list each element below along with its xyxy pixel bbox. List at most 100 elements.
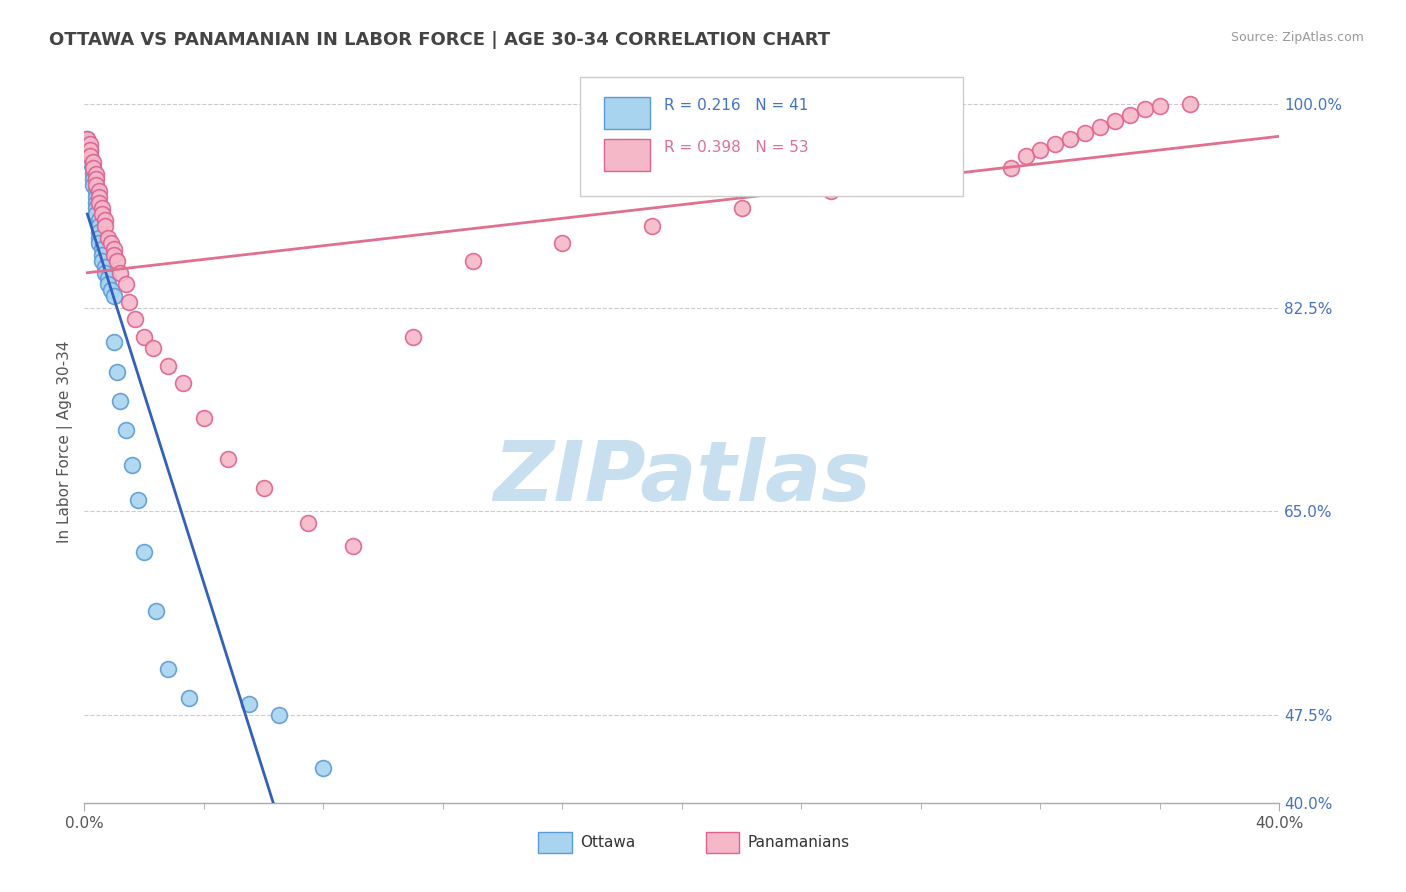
Text: Panamanians: Panamanians <box>748 835 849 850</box>
Point <box>82 178 104 193</box>
Point <box>297 516 319 530</box>
Point <box>94 219 117 233</box>
Point <box>91 202 114 216</box>
Y-axis label: In Labor Force | Age 30-34: In Labor Force | Age 30-34 <box>58 340 73 543</box>
Point <box>79 149 101 163</box>
Point <box>402 329 425 343</box>
Point <box>820 184 842 198</box>
Point <box>82 172 104 186</box>
Bar <box>538 831 572 854</box>
Point <box>89 225 111 239</box>
Point <box>86 207 108 221</box>
Point <box>172 376 194 391</box>
Point <box>91 254 114 268</box>
Point <box>89 236 111 251</box>
Point <box>86 190 108 204</box>
Point <box>641 219 664 233</box>
Point <box>910 172 932 186</box>
Point <box>100 283 122 297</box>
Point <box>89 195 111 210</box>
Point <box>127 492 149 507</box>
Bar <box>605 97 650 128</box>
Bar <box>706 831 740 854</box>
Point <box>1029 143 1052 157</box>
Point <box>91 242 114 256</box>
Point <box>79 137 101 152</box>
Point <box>115 277 138 292</box>
Point <box>110 266 132 280</box>
Point <box>82 154 104 169</box>
Point <box>253 481 276 495</box>
Point <box>97 277 120 292</box>
Point <box>1045 137 1067 152</box>
Point <box>94 266 117 280</box>
Point <box>1178 96 1201 111</box>
Point <box>76 131 98 145</box>
Point <box>1014 149 1036 163</box>
Point <box>82 161 104 175</box>
Point <box>79 149 101 163</box>
Text: R = 0.398   N = 53: R = 0.398 N = 53 <box>664 140 808 155</box>
Point <box>124 312 146 326</box>
Point <box>89 230 111 244</box>
Point <box>76 131 98 145</box>
Point <box>89 213 111 227</box>
Point <box>105 365 128 379</box>
Point <box>461 254 484 268</box>
Point <box>103 248 125 262</box>
Point <box>238 697 260 711</box>
Point <box>97 230 120 244</box>
Point <box>118 294 141 309</box>
Point <box>731 202 754 216</box>
Point <box>103 289 125 303</box>
Point <box>1119 108 1142 122</box>
Point <box>86 178 108 193</box>
Point <box>86 167 108 181</box>
FancyBboxPatch shape <box>581 77 963 196</box>
Point <box>1059 131 1081 145</box>
Point <box>1000 161 1022 175</box>
Point <box>82 161 104 175</box>
Point <box>193 411 215 425</box>
Point <box>1149 99 1171 113</box>
Point <box>1104 114 1126 128</box>
Point <box>1090 120 1112 134</box>
Point <box>103 242 125 256</box>
Point <box>89 219 111 233</box>
Point <box>157 359 180 373</box>
Point <box>312 761 335 775</box>
Point <box>103 335 125 350</box>
Point <box>1133 103 1156 117</box>
Point <box>89 184 111 198</box>
Text: ZIPatlas: ZIPatlas <box>494 437 870 518</box>
Point <box>105 254 128 268</box>
Point <box>132 545 156 559</box>
Point <box>110 393 132 408</box>
Text: OTTAWA VS PANAMANIAN IN LABOR FORCE | AGE 30-34 CORRELATION CHART: OTTAWA VS PANAMANIAN IN LABOR FORCE | AG… <box>49 31 831 49</box>
Point <box>82 167 104 181</box>
Point <box>91 207 114 221</box>
Point <box>177 690 200 705</box>
Point <box>79 143 101 157</box>
Point <box>100 236 122 251</box>
Point <box>86 202 108 216</box>
Point <box>86 195 108 210</box>
Point <box>342 540 364 554</box>
Point <box>94 213 117 227</box>
Point <box>89 190 111 204</box>
Point <box>115 423 138 437</box>
Point <box>142 341 165 355</box>
Point <box>217 452 239 467</box>
Point <box>94 260 117 274</box>
Point <box>79 143 101 157</box>
Point <box>551 236 574 251</box>
Text: R = 0.216   N = 41: R = 0.216 N = 41 <box>664 98 808 113</box>
Point <box>121 458 143 472</box>
Text: Source: ZipAtlas.com: Source: ZipAtlas.com <box>1230 31 1364 45</box>
Point <box>132 329 156 343</box>
Point <box>157 662 180 676</box>
Point <box>145 603 167 617</box>
Text: Ottawa: Ottawa <box>581 835 636 850</box>
Point <box>91 248 114 262</box>
Point <box>1074 126 1097 140</box>
